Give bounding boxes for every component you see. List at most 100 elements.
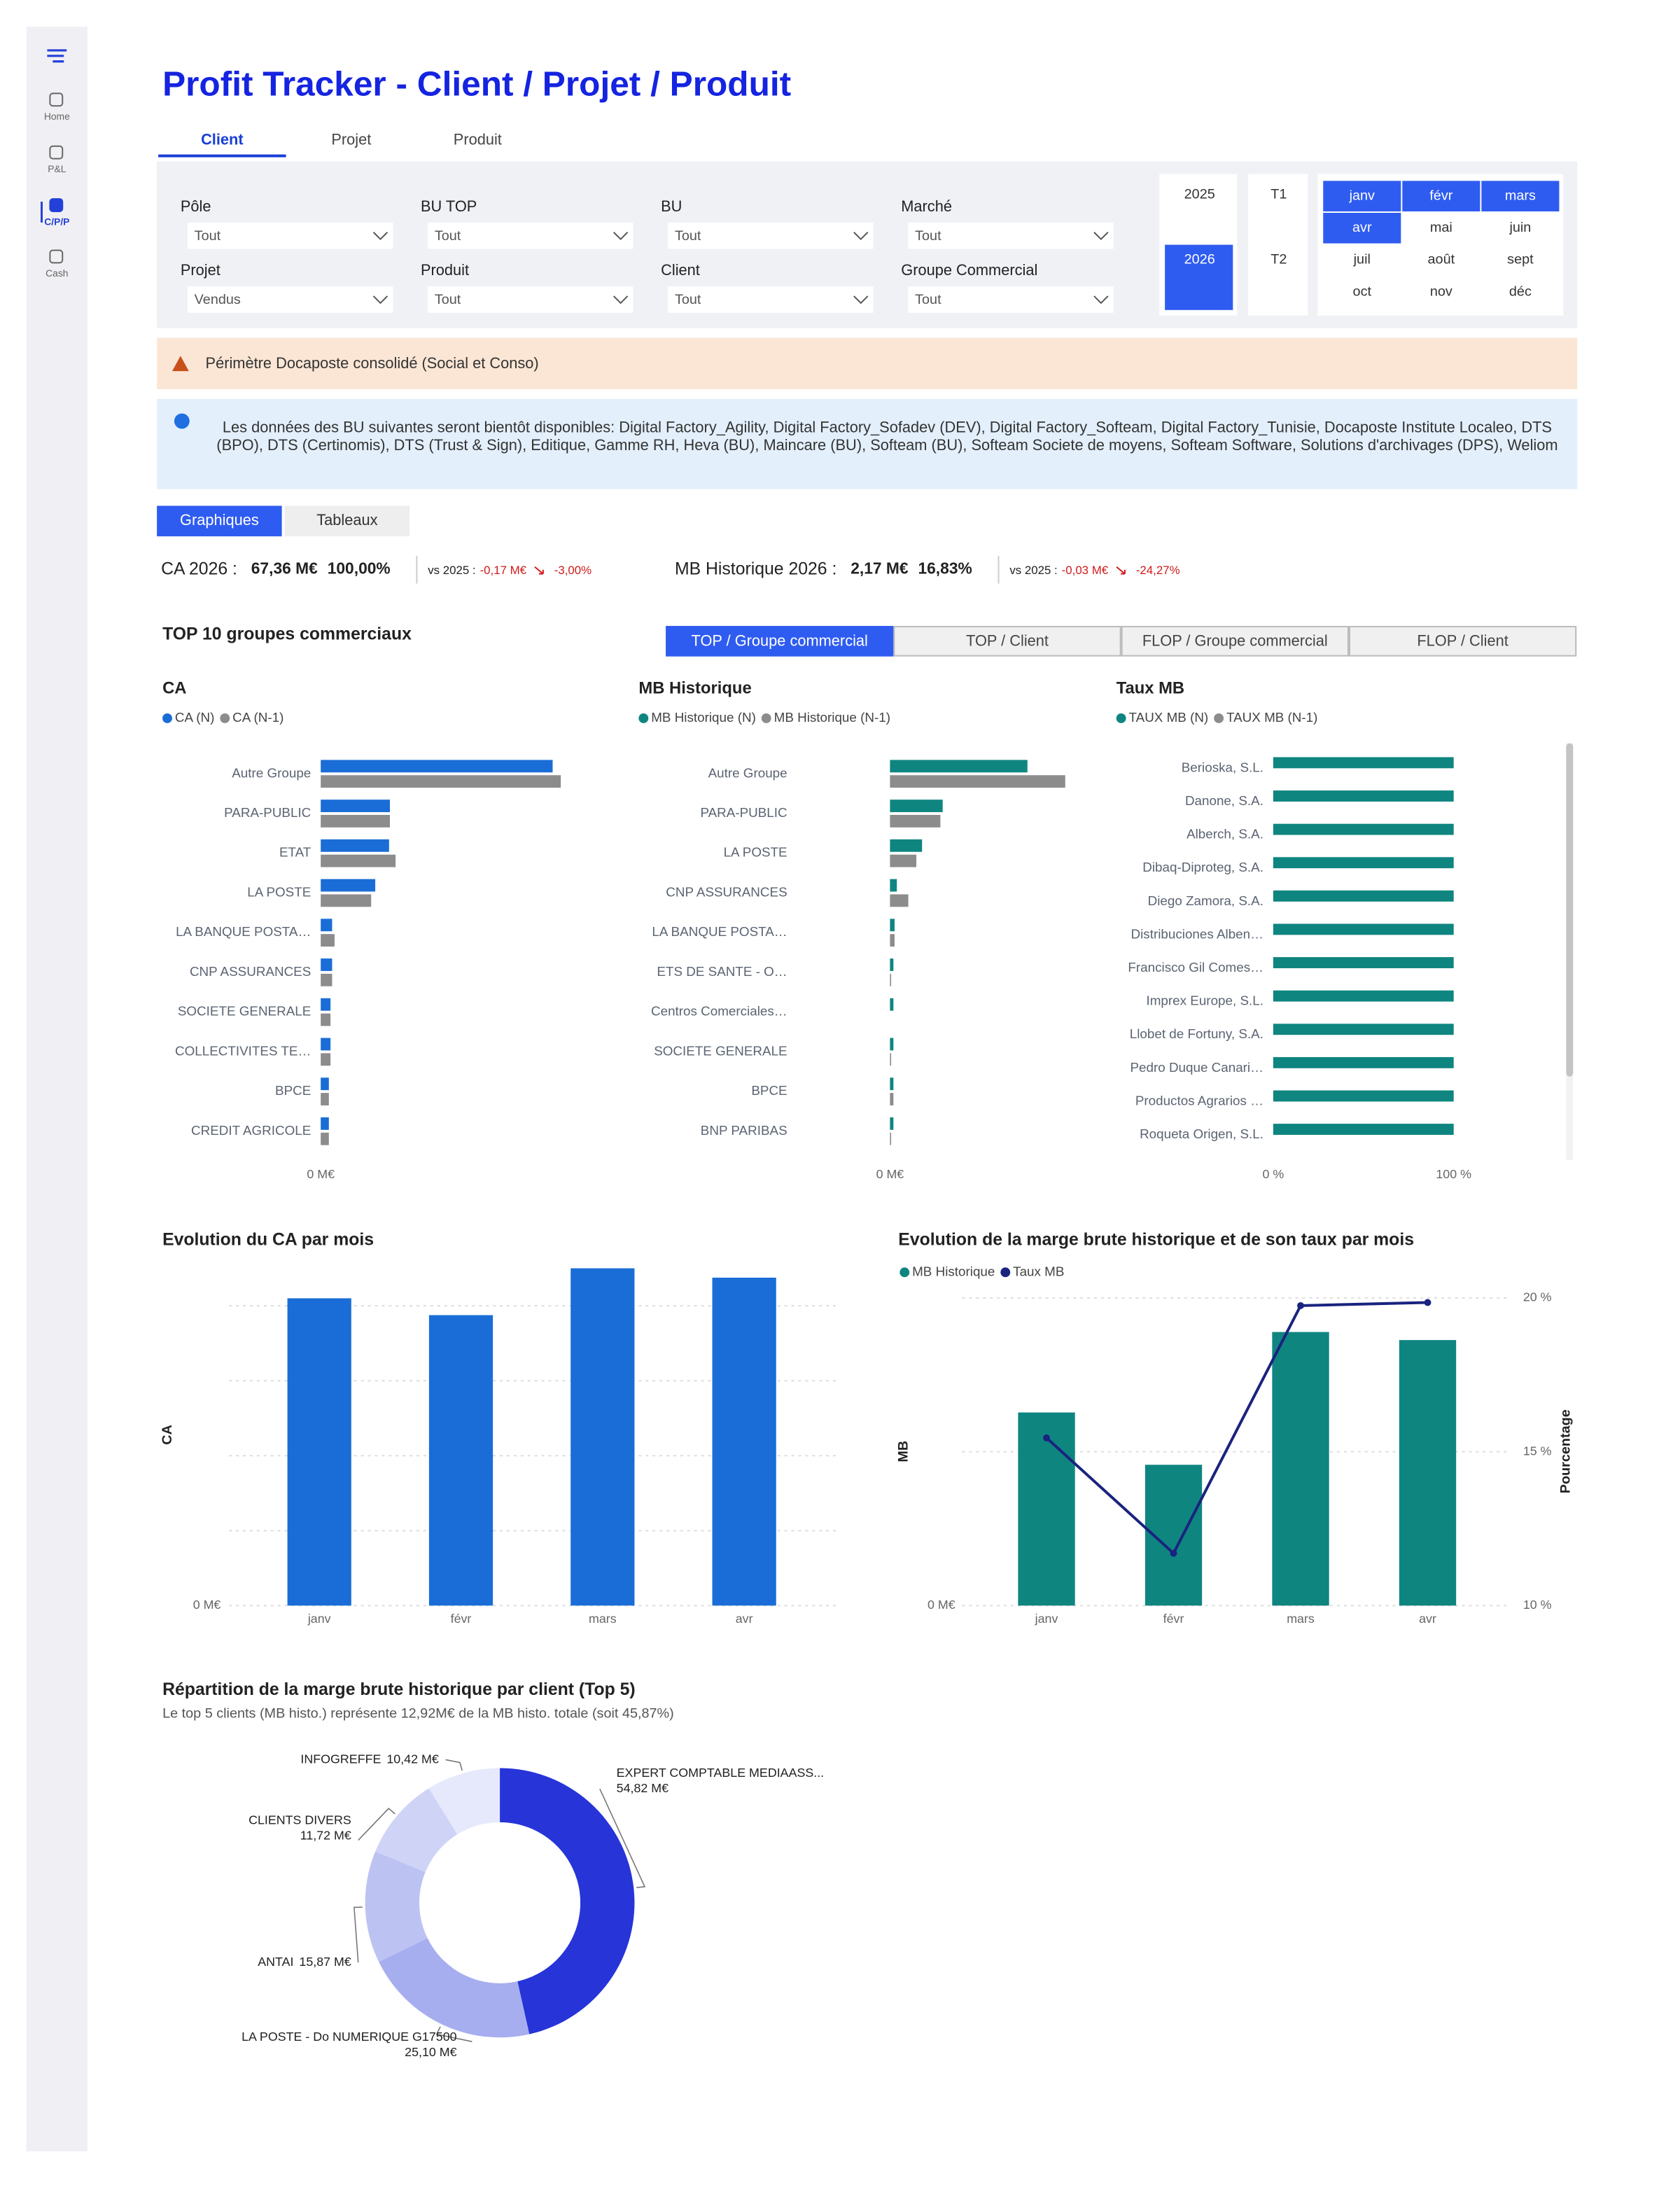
bar bbox=[321, 854, 396, 867]
toggle-label[interactable]: TOP / Client bbox=[966, 632, 1049, 650]
bar bbox=[890, 760, 1028, 773]
month-selected[interactable] bbox=[1323, 181, 1401, 211]
toggle-button[interactable] bbox=[1348, 626, 1577, 657]
category-label: Francisco Gil Comes… bbox=[1128, 960, 1264, 975]
chart-title: MB Historique bbox=[638, 679, 751, 698]
dropdown-value: Tout bbox=[195, 228, 221, 244]
slice-value-label: 15,87 M€ bbox=[299, 1955, 351, 1969]
leader-line bbox=[358, 1808, 396, 1841]
legend-swatch bbox=[638, 713, 649, 723]
bar bbox=[321, 879, 376, 892]
bar bbox=[1399, 1340, 1457, 1606]
dropdown-chevron bbox=[612, 232, 629, 241]
category-label: Autre Groupe bbox=[708, 765, 788, 780]
bar bbox=[1273, 790, 1454, 802]
month[interactable]: août bbox=[1428, 252, 1455, 267]
nav-label[interactable]: Home bbox=[44, 111, 70, 122]
kpi-delta-pct: -24,27% bbox=[1136, 564, 1180, 577]
x-tick-label: janv bbox=[1035, 1612, 1058, 1626]
dropdown[interactable] bbox=[187, 222, 393, 249]
view-tab-label[interactable]: Tableaux bbox=[316, 511, 377, 529]
category-label: CNP ASSURANCES bbox=[190, 964, 311, 979]
category-label: Berioska, S.L. bbox=[1182, 760, 1264, 774]
bar bbox=[890, 1117, 894, 1130]
filter-label: BU TOP bbox=[421, 197, 477, 215]
category-label: Alberch, S.A. bbox=[1186, 827, 1264, 842]
quarter[interactable]: T2 bbox=[1270, 252, 1287, 267]
legend-swatch bbox=[1214, 713, 1224, 723]
month-selected[interactable] bbox=[1402, 181, 1480, 211]
bar bbox=[1273, 890, 1454, 902]
kpi-value: 67,36 M€ bbox=[251, 559, 318, 578]
year[interactable]: 2026 bbox=[1184, 252, 1215, 267]
quarter[interactable]: T1 bbox=[1270, 186, 1287, 202]
chart-title: Taux MB bbox=[1116, 679, 1184, 698]
view-tab-label[interactable]: Graphiques bbox=[180, 511, 259, 529]
bar bbox=[321, 1132, 329, 1145]
month[interactable]: nov bbox=[1430, 284, 1452, 299]
toggle-button[interactable] bbox=[666, 626, 894, 657]
nav-label[interactable]: C/P/P bbox=[44, 216, 69, 228]
bar bbox=[321, 839, 389, 852]
month[interactable]: juin bbox=[1508, 220, 1531, 235]
view-tab[interactable] bbox=[284, 505, 410, 537]
bar bbox=[890, 1077, 894, 1091]
dropdown[interactable] bbox=[187, 286, 393, 313]
chart-title: Evolution de la marge brute historique e… bbox=[898, 1230, 1414, 1249]
dropdown[interactable] bbox=[427, 286, 634, 313]
bar bbox=[287, 1298, 351, 1606]
nav-label[interactable]: Cash bbox=[46, 267, 68, 279]
category-label: Diego Zamora, S.A. bbox=[1148, 893, 1264, 908]
month[interactable]: avr bbox=[1352, 220, 1372, 235]
month-selected[interactable] bbox=[1481, 181, 1560, 211]
view-tab[interactable] bbox=[157, 505, 282, 537]
month[interactable]: févr bbox=[1429, 188, 1452, 203]
info-icon bbox=[174, 413, 190, 429]
toggle-button[interactable] bbox=[893, 626, 1121, 657]
tab[interactable]: Client bbox=[201, 131, 244, 148]
toggle-label[interactable]: FLOP / Client bbox=[1417, 632, 1508, 650]
bar bbox=[321, 894, 372, 907]
nav-icon[interactable] bbox=[49, 92, 64, 107]
month[interactable]: mai bbox=[1430, 220, 1452, 235]
info-text: Les données des BU suivantes seront bien… bbox=[216, 419, 1558, 455]
tab[interactable]: Projet bbox=[331, 131, 371, 148]
kpi-share: 16,83% bbox=[918, 559, 972, 578]
dropdown[interactable] bbox=[908, 286, 1114, 313]
y-tick-label: 0 M€ bbox=[193, 1598, 221, 1612]
month[interactable]: oct bbox=[1353, 284, 1372, 299]
month[interactable]: juil bbox=[1353, 252, 1371, 267]
month-selected[interactable] bbox=[1323, 212, 1401, 244]
donut-slice bbox=[379, 1938, 530, 2038]
nav-icon[interactable] bbox=[49, 145, 64, 160]
kpi-delta: -0,03 M€ bbox=[1062, 564, 1109, 577]
dropdown[interactable] bbox=[668, 286, 874, 313]
year[interactable]: 2025 bbox=[1184, 186, 1215, 202]
donut-slice bbox=[365, 1851, 428, 1962]
chart-title: Répartition de la marge brute historique… bbox=[162, 1680, 636, 1699]
nav-label[interactable]: P&L bbox=[48, 163, 66, 174]
toggle-button[interactable] bbox=[1121, 626, 1349, 657]
year-selected[interactable] bbox=[1165, 244, 1233, 310]
line-point bbox=[1043, 1434, 1050, 1441]
legend-label: MB Historique (N) bbox=[651, 710, 756, 725]
dropdown[interactable] bbox=[668, 222, 874, 249]
bar bbox=[428, 1315, 493, 1606]
nav-icon[interactable] bbox=[49, 249, 64, 264]
category-label: LA POSTE bbox=[724, 845, 788, 860]
scrollbar-thumb[interactable] bbox=[1566, 743, 1574, 1077]
nav-icon[interactable] bbox=[49, 198, 64, 212]
toggle-label[interactable]: FLOP / Groupe commercial bbox=[1142, 632, 1328, 650]
month[interactable]: déc bbox=[1509, 284, 1532, 299]
tab[interactable]: Produit bbox=[454, 131, 502, 148]
bar bbox=[890, 800, 943, 813]
month[interactable]: mars bbox=[1505, 188, 1536, 203]
dropdown[interactable] bbox=[427, 222, 634, 249]
month[interactable]: janv bbox=[1349, 188, 1375, 203]
bar bbox=[890, 1038, 894, 1051]
dropdown[interactable] bbox=[908, 222, 1114, 249]
toggle-label[interactable]: TOP / Groupe commercial bbox=[692, 632, 868, 650]
kpi-delta-pct: -3,00% bbox=[554, 564, 592, 577]
x-tick-label: 0 M€ bbox=[876, 1167, 904, 1181]
month[interactable]: sept bbox=[1507, 252, 1534, 267]
